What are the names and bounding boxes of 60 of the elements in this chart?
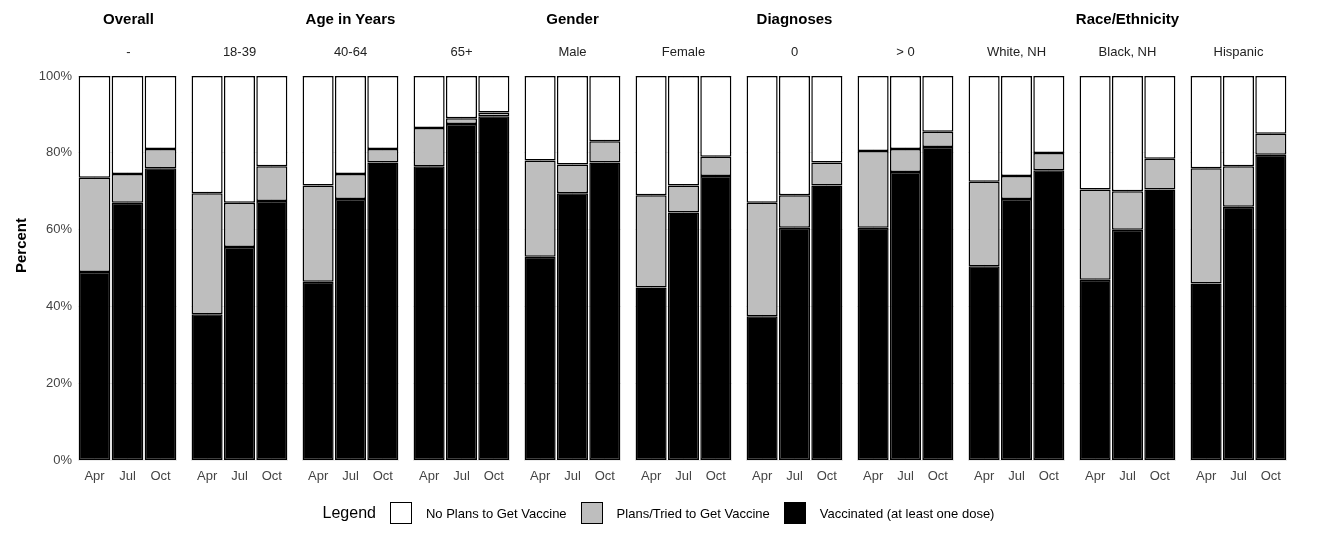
y-axis-title: Percent — [11, 217, 29, 274]
x-tick-label: Oct — [816, 467, 838, 483]
x-tick-label: Oct — [1038, 467, 1060, 483]
chart-subtitle: 0 — [789, 44, 800, 59]
chart-subtitle: > 0 — [895, 44, 916, 59]
y-tick-label: 100% — [38, 67, 73, 83]
legend-label: Vaccinated (at least one dose) — [819, 505, 995, 521]
y-tick-label: 0% — [53, 451, 73, 467]
x-tick-label: Apr — [974, 467, 995, 483]
x-tick-label: Apr — [641, 467, 662, 483]
y-tick-label: 20% — [45, 375, 73, 391]
x-tick-label: Jul — [675, 467, 692, 483]
x-tick-label: Oct — [1149, 467, 1171, 483]
x-tick-label: Jul — [1230, 467, 1247, 483]
x-tick-label: Jul — [342, 467, 359, 483]
chart-subtitle: Female — [660, 44, 707, 59]
x-tick-label: Oct — [705, 467, 727, 483]
chart-title: Gender — [545, 10, 600, 29]
x-tick-label: Apr — [308, 467, 329, 483]
x-tick-label: Oct — [261, 467, 283, 483]
y-tick-label: 60% — [45, 221, 73, 237]
x-tick-label: Apr — [1196, 467, 1217, 483]
legend-label: No Plans to Get Vaccine — [425, 505, 567, 521]
x-tick-label: Oct — [372, 467, 394, 483]
chart-subtitle: 65+ — [449, 44, 474, 59]
x-tick-label: Jul — [453, 467, 470, 483]
x-tick-label: Apr — [84, 467, 106, 483]
chart-subtitle: - — [125, 44, 132, 59]
legend-title: Legend — [322, 504, 376, 522]
chart-subtitle: White, NH — [985, 44, 1048, 59]
chart-subtitle: Black, NH — [1097, 44, 1158, 59]
chart-title: Diagnoses — [755, 10, 834, 29]
x-tick-label: Apr — [530, 467, 551, 483]
x-tick-label: Apr — [419, 467, 440, 483]
legend-label: Plans/Tried to Get Vaccine — [616, 505, 770, 521]
x-tick-label: Oct — [150, 467, 171, 483]
chart-subtitle: 40-64 — [332, 44, 369, 59]
x-tick-label: Oct — [483, 467, 505, 483]
y-tick-label: 40% — [45, 298, 73, 314]
x-tick-label: Oct — [1260, 467, 1282, 483]
x-tick-label: Jul — [564, 467, 581, 483]
x-tick-label: Jul — [786, 467, 803, 483]
chart-subtitle: 18-39 — [221, 44, 258, 59]
chart-subtitle: Male — [557, 44, 588, 59]
x-tick-label: Oct — [594, 467, 616, 483]
x-tick-label: Jul — [1119, 467, 1136, 483]
x-tick-label: Jul — [897, 467, 914, 483]
chart-title: Race/Ethnicity — [1074, 10, 1181, 29]
x-tick-label: Apr — [197, 467, 218, 483]
x-tick-label: Apr — [863, 467, 884, 483]
x-tick-label: Jul — [119, 467, 136, 483]
x-tick-label: Oct — [927, 467, 949, 483]
x-tick-label: Apr — [752, 467, 773, 483]
x-tick-label: Jul — [1008, 467, 1025, 483]
chart-subtitle: Hispanic — [1212, 44, 1265, 59]
chart-title: Overall — [102, 10, 155, 29]
x-tick-label: Jul — [231, 467, 248, 483]
chart-title: Age in Years — [304, 10, 397, 29]
y-tick-label: 80% — [45, 144, 73, 160]
x-tick-label: Apr — [1085, 467, 1106, 483]
